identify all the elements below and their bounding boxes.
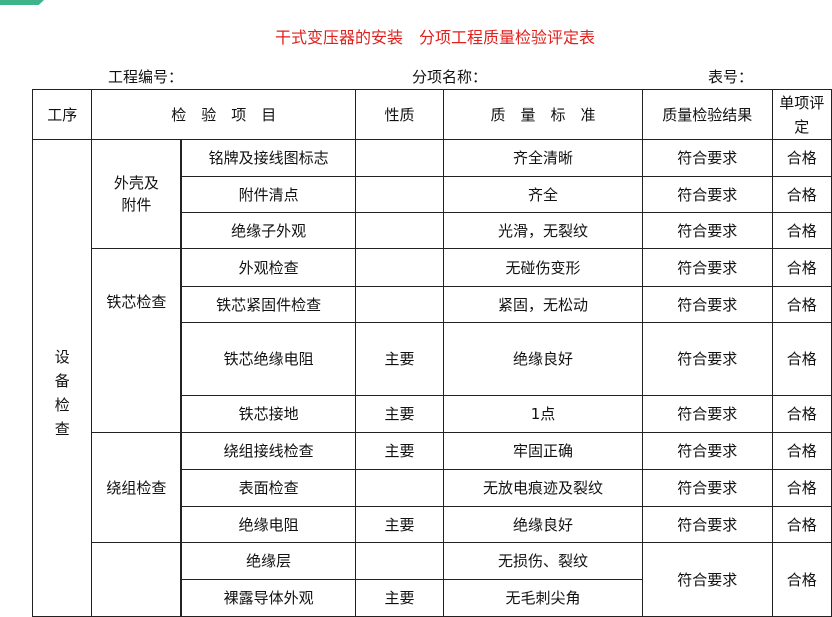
inspection-table: 工序 检 验 项 目 性质 质 量 标 准 质量检验结果 单项评定 设备检查 外… — [31, 89, 832, 617]
project-no-label: 工程编号： — [108, 68, 184, 86]
result-cell: 符合要求 — [641, 322, 773, 396]
item-cell: 绝缘子外观 — [180, 212, 356, 249]
header-result: 质量检验结果 — [641, 89, 773, 140]
standard-cell: 绝缘良好 — [443, 506, 643, 543]
table-row: 表面检查 无放电痕迹及裂纹 符合要求 合格 — [33, 469, 832, 507]
page-title: 干式变压器的安装 分项工程质量检验评定表 — [274, 28, 595, 47]
header-items: 检 验 项 目 — [91, 89, 356, 140]
result-cell: 符合要求 — [641, 542, 773, 617]
nature-cell: 主要 — [354, 395, 445, 433]
nature-cell: 主要 — [354, 506, 445, 543]
process-cell: 设备检查 — [31, 139, 93, 617]
table-row: 设备检查 外壳及附件 铭牌及接线图标志 齐全清晰 符合要求 合格 — [31, 139, 832, 617]
nature-cell: 主要 — [354, 322, 445, 396]
item-cell: 绝缘层 — [180, 542, 356, 580]
table-row: 裸露导体外观 主要 无毛刺尖角 — [33, 579, 832, 617]
grade-cell: 合格 — [771, 212, 832, 249]
nature-cell — [354, 469, 445, 507]
header-row: 工序 检 验 项 目 性质 质 量 标 准 质量检验结果 单项评定 — [31, 89, 832, 140]
item-name-label: 分项名称： — [412, 68, 488, 86]
nature-cell: 主要 — [354, 432, 445, 470]
standard-cell: 无损伤、裂纹 — [443, 542, 643, 580]
process-label: 设备检查 — [54, 348, 70, 438]
result-cell: 符合要求 — [641, 212, 773, 249]
item-cell: 表面检查 — [180, 469, 356, 507]
header-nature: 性质 — [354, 89, 445, 140]
standard-cell: 齐全清晰 — [443, 139, 643, 177]
item-cell: 绝缘电阻 — [180, 506, 356, 543]
table-row: 绝缘子外观 光滑，无裂纹 符合要求 合格 — [33, 212, 832, 249]
header-grade: 单项评定 — [771, 89, 832, 140]
table-row: 铁芯接地 主要 1点 符合要求 合格 — [33, 395, 832, 433]
result-cell: 符合要求 — [641, 395, 773, 433]
nature-cell — [354, 139, 445, 177]
grade-cell: 合格 — [771, 469, 832, 507]
standard-cell: 绝缘良好 — [443, 322, 643, 396]
table-row: 铁芯检查 外观检查 无碰伤变形 符合要求 合格 — [33, 248, 832, 433]
grade-cell: 合格 — [771, 395, 832, 433]
table-row: 铁芯绝缘电阻 主要 绝缘良好 符合要求 合格 — [33, 322, 832, 396]
grade-cell: 合格 — [771, 286, 832, 323]
result-cell: 符合要求 — [641, 139, 773, 177]
nature-cell: 主要 — [354, 579, 445, 617]
grade-cell: 合格 — [771, 248, 832, 287]
group-core: 铁芯检查 — [91, 248, 182, 433]
grade-cell: 合格 — [771, 432, 832, 470]
header-standard: 质 量 标 准 — [443, 89, 643, 140]
nature-cell — [354, 542, 445, 580]
corner-tab — [0, 0, 44, 5]
group-cell-empty — [91, 542, 182, 617]
group-winding: 绕组检查 — [91, 432, 182, 543]
table-row: 绝缘电阻 主要 绝缘良好 符合要求 合格 — [33, 506, 832, 543]
result-cell: 符合要求 — [641, 248, 773, 287]
standard-cell: 齐全 — [443, 176, 643, 213]
result-cell: 符合要求 — [641, 176, 773, 213]
standard-cell: 无毛刺尖角 — [443, 579, 643, 617]
item-cell: 裸露导体外观 — [180, 579, 356, 617]
grade-cell: 合格 — [771, 176, 832, 213]
standard-cell: 牢固正确 — [443, 432, 643, 470]
grade-cell: 合格 — [771, 542, 832, 617]
standard-cell: 紧固，无松动 — [443, 286, 643, 323]
standard-cell: 无碰伤变形 — [443, 248, 643, 287]
item-cell: 铁芯接地 — [180, 395, 356, 433]
item-cell: 绕组接线检查 — [180, 432, 356, 470]
result-cell: 符合要求 — [641, 286, 773, 323]
table-row: 绕组检查 绕组接线检查 主要 牢固正确 符合要求 合格 — [33, 432, 832, 543]
nature-cell — [354, 212, 445, 249]
standard-cell: 1点 — [443, 395, 643, 433]
nature-cell — [354, 176, 445, 213]
item-cell: 铭牌及接线图标志 — [180, 139, 356, 177]
item-cell: 附件清点 — [180, 176, 356, 213]
grade-cell: 合格 — [771, 139, 832, 177]
item-cell: 外观检查 — [180, 248, 356, 287]
header-process: 工序 — [31, 89, 93, 140]
grade-cell: 合格 — [771, 322, 832, 396]
table-no-label: 表号： — [708, 68, 754, 86]
table-row: 绝缘层 无损伤、裂纹 符合要求 合格 — [33, 542, 832, 617]
standard-cell: 光滑，无裂纹 — [443, 212, 643, 249]
group-shell: 外壳及附件 — [91, 139, 182, 249]
nature-cell — [354, 248, 445, 287]
table-row: 铁芯紧固件检查 紧固，无松动 符合要求 合格 — [33, 286, 832, 323]
grade-cell: 合格 — [771, 506, 832, 543]
nature-cell — [354, 286, 445, 323]
result-cell: 符合要求 — [641, 432, 773, 470]
result-cell: 符合要求 — [641, 506, 773, 543]
item-cell: 铁芯绝缘电阻 — [180, 322, 356, 396]
standard-cell: 无放电痕迹及裂纹 — [443, 469, 643, 507]
result-cell: 符合要求 — [641, 469, 773, 507]
item-cell: 铁芯紧固件检查 — [180, 286, 356, 323]
